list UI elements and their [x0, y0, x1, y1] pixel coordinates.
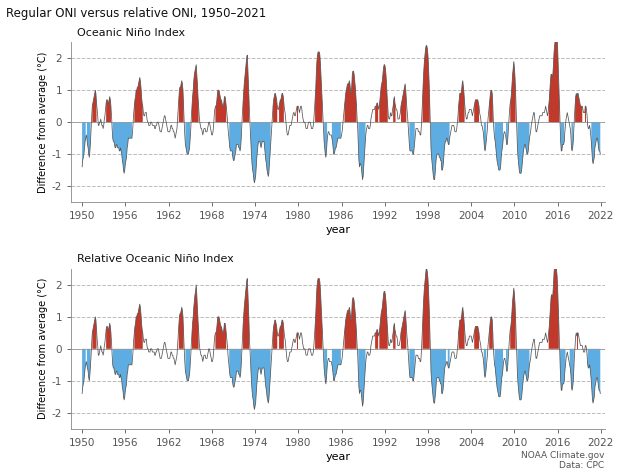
Text: NOAA Climate.gov
Data: CPC: NOAA Climate.gov Data: CPC [521, 451, 604, 470]
Y-axis label: Difference from average (°C): Difference from average (°C) [38, 278, 48, 420]
Text: Regular ONI versus relative ONI, 1950–2021: Regular ONI versus relative ONI, 1950–20… [6, 7, 267, 20]
Text: Winter
2014–15: Winter 2014–15 [0, 470, 1, 471]
Text: Relative Oceanic Niño Index: Relative Oceanic Niño Index [77, 254, 233, 264]
Text: Oceanic Niño Index: Oceanic Niño Index [77, 28, 185, 38]
X-axis label: year: year [326, 452, 350, 462]
X-axis label: year: year [326, 225, 350, 235]
Y-axis label: Difference from average (°C): Difference from average (°C) [38, 51, 48, 193]
